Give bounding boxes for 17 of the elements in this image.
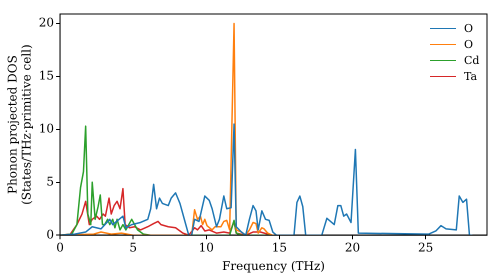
y-tick-label: 15 — [38, 68, 54, 83]
legend-label: Cd — [464, 54, 480, 66]
legend-label: O — [464, 22, 474, 34]
y-axis-title: Phonon projected DOS (States/THz·primitive cell) — [5, 44, 34, 205]
y-tick-label: 10 — [38, 121, 54, 136]
legend-label: O — [464, 38, 474, 50]
x-tick-label: 5 — [129, 240, 137, 255]
y-tick-label: 0 — [46, 227, 54, 242]
x-tick-label: 15 — [272, 240, 288, 255]
y-tick-label: 5 — [46, 174, 54, 188]
x-tick-label: 25 — [418, 240, 434, 255]
x-axis-title: Frequency (THz) — [222, 258, 325, 273]
y-tick-label: 20 — [38, 16, 54, 30]
x-tick-label: 20 — [344, 240, 360, 255]
x-tick-label: 0 — [56, 240, 64, 255]
x-tick-label: 10 — [198, 240, 214, 255]
legend-label: Ta — [464, 70, 478, 82]
